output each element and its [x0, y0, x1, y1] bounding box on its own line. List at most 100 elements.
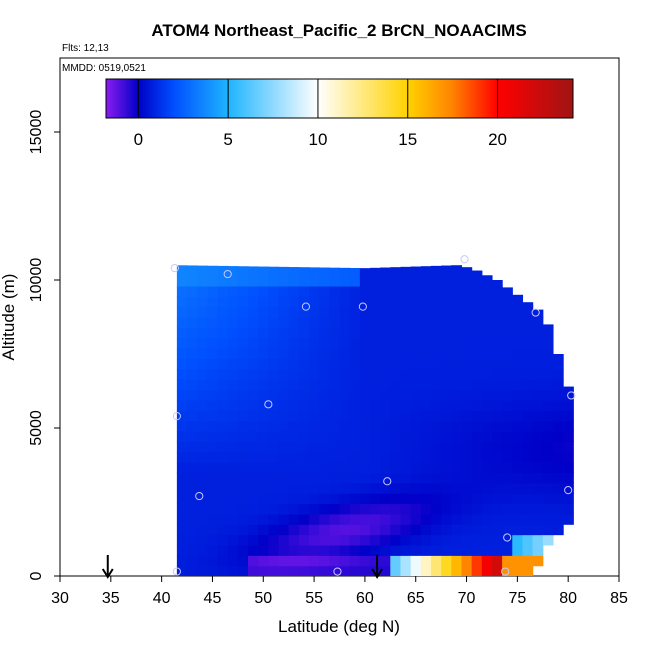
heatmap-cell — [309, 555, 320, 567]
heatmap-cell — [430, 327, 442, 339]
heatmap-cell — [176, 358, 188, 370]
heatmap-cell — [461, 337, 473, 349]
heatmap-cell — [552, 524, 564, 536]
heatmap-cells — [176, 265, 574, 576]
heatmap-cell — [369, 555, 381, 567]
heatmap-cell — [309, 430, 320, 442]
x-tick-label: 80 — [559, 590, 577, 607]
heatmap-cell — [380, 430, 391, 442]
heatmap-cell — [329, 462, 341, 473]
heatmap-cell — [176, 441, 188, 453]
heatmap-cell — [481, 441, 493, 453]
heatmap-cell — [187, 513, 198, 525]
heatmap-cell — [329, 410, 341, 422]
heatmap-cell — [217, 410, 229, 422]
heatmap-cell — [461, 430, 473, 442]
heatmap-cell — [349, 306, 361, 318]
heatmap-cell — [329, 451, 341, 463]
heatmap-cell — [359, 565, 371, 576]
heatmap-cell — [278, 462, 290, 473]
heatmap-cell — [491, 472, 503, 484]
heatmap-cell — [502, 358, 513, 370]
heatmap-cell — [522, 430, 534, 442]
heatmap-cell — [197, 368, 208, 380]
heatmap-cell — [349, 358, 361, 370]
heatmap-cell — [420, 275, 432, 287]
heatmap-cell — [400, 524, 412, 536]
heatmap-cell — [258, 389, 269, 401]
heatmap-cell — [319, 267, 330, 277]
heatmap-cell — [491, 441, 503, 453]
heatmap-cell — [359, 451, 371, 463]
heatmap-cell — [481, 285, 493, 297]
heatmap-cell — [491, 513, 503, 525]
heatmap-cell — [217, 420, 229, 432]
heatmap-cell — [258, 441, 269, 453]
heatmap-cell — [522, 451, 534, 463]
heatmap-cell — [491, 420, 503, 432]
heatmap-cell — [441, 513, 452, 525]
heatmap-cell — [258, 420, 269, 432]
heatmap-cell — [420, 534, 432, 546]
heatmap-cell — [248, 399, 259, 411]
heatmap-cell — [268, 348, 280, 360]
heatmap-cell — [176, 493, 188, 505]
heatmap-cell — [268, 327, 280, 339]
heatmap-cell — [512, 379, 524, 391]
heatmap-cell — [268, 317, 280, 328]
heatmap-cell — [176, 451, 188, 463]
heatmap-cell — [390, 337, 402, 349]
heatmap-cell — [461, 348, 473, 360]
chart-title: ATOM4 Northeast_Pacific_2 BrCN_NOAACIMS — [151, 21, 526, 40]
heatmap-cell — [369, 462, 381, 473]
heatmap-cell — [461, 379, 473, 391]
heatmap-cell — [522, 358, 534, 370]
heatmap-cell — [339, 296, 351, 308]
heatmap-cell — [268, 462, 280, 473]
heatmap-cell — [481, 306, 493, 318]
heatmap-cell — [390, 513, 402, 525]
heatmap-cell — [481, 410, 493, 422]
heatmap-cell — [430, 513, 442, 525]
heatmap-cell — [481, 337, 493, 349]
heatmap-cell — [563, 420, 574, 432]
heatmap-cell — [430, 524, 442, 536]
heatmap-cell — [522, 302, 534, 308]
heatmap-cell — [268, 430, 280, 442]
heatmap-cell — [227, 524, 239, 536]
heatmap-cell — [258, 472, 269, 484]
heatmap-cell — [461, 565, 473, 576]
heatmap-cell — [187, 275, 198, 287]
heatmap-cell — [552, 430, 564, 442]
heatmap-cell — [339, 472, 351, 484]
heatmap-cell — [491, 534, 503, 546]
heatmap-cell — [441, 503, 452, 515]
heatmap-cell — [441, 306, 452, 318]
heatmap-cell — [237, 368, 249, 380]
flights-note: Flts: 12,13 — [62, 43, 109, 54]
heatmap-cell — [359, 296, 371, 308]
heatmap-cell — [420, 524, 432, 536]
heatmap-cell — [309, 389, 320, 401]
heatmap-cell — [390, 317, 402, 328]
heatmap-cell — [420, 565, 432, 576]
heatmap-cell — [349, 544, 361, 556]
heatmap-cell — [369, 420, 381, 432]
heatmap-cell — [512, 358, 524, 370]
heatmap-cell — [563, 410, 574, 422]
heatmap-cell — [319, 296, 330, 308]
observation-point — [195, 491, 204, 501]
heatmap-cell — [288, 534, 300, 546]
heatmap-cell — [197, 410, 208, 422]
heatmap-cell — [339, 462, 351, 473]
heatmap-cell — [522, 327, 534, 339]
heatmap-cell — [268, 285, 280, 297]
heatmap-cell — [359, 337, 371, 349]
heatmap-cell — [420, 430, 432, 442]
heatmap-cell — [359, 420, 371, 432]
heatmap-cell — [309, 472, 320, 484]
colorbar-gradient — [105, 78, 574, 119]
heatmap-cell — [410, 462, 422, 473]
heatmap-cell — [491, 565, 503, 576]
heatmap-cell — [248, 493, 259, 505]
